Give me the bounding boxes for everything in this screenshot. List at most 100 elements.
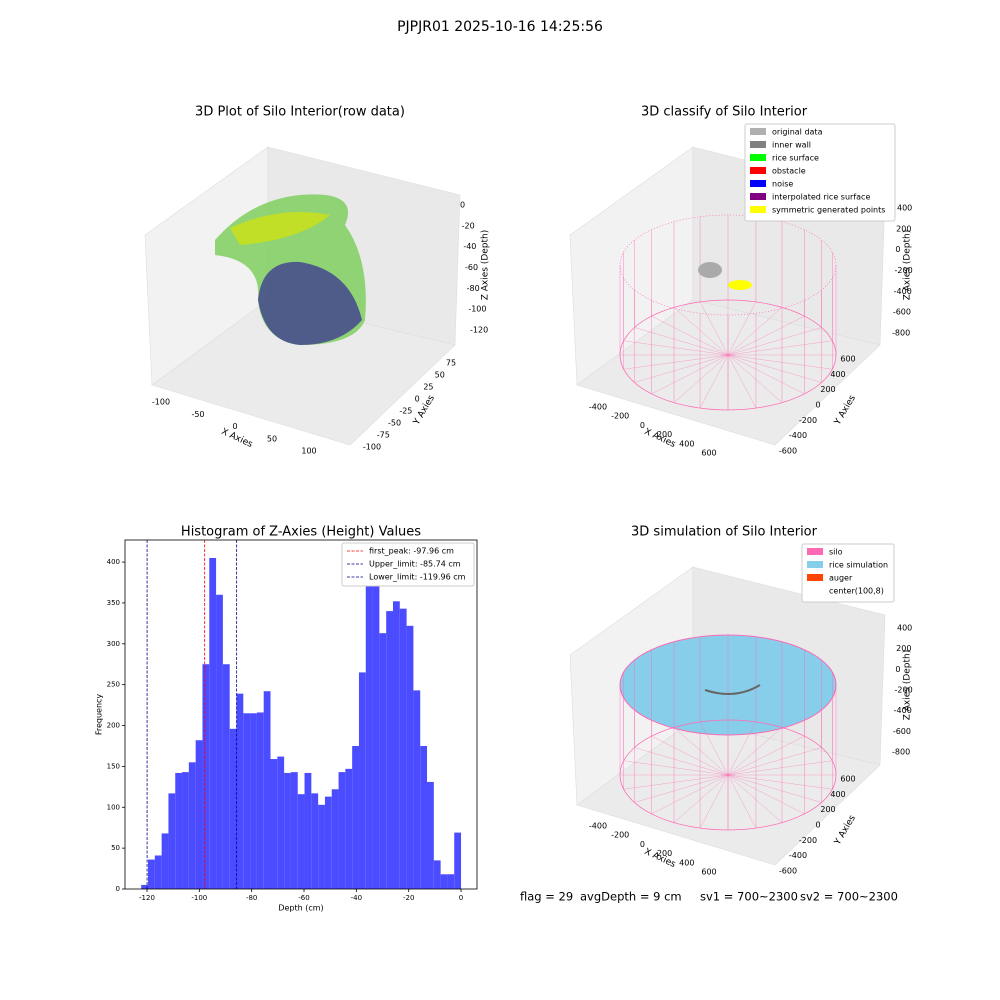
legend-box xyxy=(801,543,895,603)
x-tick-label: -20 xyxy=(403,894,414,902)
silo-wire xyxy=(634,747,729,776)
z-tick-label: 0 xyxy=(895,665,900,674)
auger xyxy=(704,684,761,695)
silo-wire xyxy=(651,354,729,395)
z-axis-label: Z Axies (Depth) xyxy=(903,230,913,301)
legend-box xyxy=(744,123,896,222)
y-tick-label: -75 xyxy=(377,431,390,440)
point-cloud xyxy=(230,211,330,245)
z-tick-label: -800 xyxy=(892,748,910,757)
z-tick-label: -400 xyxy=(894,706,912,715)
bar xyxy=(358,672,366,889)
legend-label: rice surface xyxy=(772,154,819,163)
bar xyxy=(454,832,462,889)
bar xyxy=(277,756,285,889)
bar xyxy=(182,772,189,889)
y-tick-label: 0 xyxy=(116,885,120,893)
legend-swatch xyxy=(750,128,766,135)
bar xyxy=(243,713,251,889)
bar xyxy=(216,594,223,889)
bar xyxy=(365,582,373,889)
y-tick-label: 350 xyxy=(107,599,120,607)
z-tick-label: -200 xyxy=(895,686,913,695)
bar xyxy=(433,860,441,889)
status: sv1 = 700~2300 xyxy=(700,890,798,904)
y-tick-label: -200 xyxy=(799,836,817,845)
subplot-title: Histogram of Z-Axies (Height) Values xyxy=(181,525,421,540)
x-tick-label: -100 xyxy=(191,894,207,902)
y-tick-label: 200 xyxy=(820,805,835,814)
x-tick-label: -60 xyxy=(298,894,309,902)
legend-swatch xyxy=(807,574,823,581)
y-tick-label: -100 xyxy=(363,443,381,452)
bar xyxy=(236,693,244,889)
bar xyxy=(406,625,414,889)
silo-wire xyxy=(673,774,729,823)
z-tick-label: -800 xyxy=(892,329,910,338)
x-axis-label: Depth (cm) xyxy=(278,904,323,913)
legend-label: center(100,8) xyxy=(829,587,884,596)
silo-wire xyxy=(727,747,822,776)
legend-box xyxy=(341,542,475,587)
y-tick-label: 250 xyxy=(107,681,120,689)
legend-label: inner wall xyxy=(772,141,811,150)
z-tick-label: -40 xyxy=(463,242,476,251)
legend-label: obstacle xyxy=(772,167,806,176)
bar xyxy=(141,884,149,889)
legend-label: Upper_limit: -85.74 cm xyxy=(369,560,461,569)
pane xyxy=(151,299,456,446)
silo-wire xyxy=(727,354,822,383)
bar xyxy=(154,855,162,889)
x-tick-label: -100 xyxy=(152,398,170,407)
legend-label: first_peak: -97.96 cm xyxy=(369,547,454,556)
silo-wire xyxy=(727,774,805,815)
silo-wire xyxy=(727,774,822,803)
legend-label: auger xyxy=(829,574,853,583)
x-tick-label: 200 xyxy=(657,849,672,858)
silo-wire xyxy=(727,354,833,370)
bar xyxy=(372,559,380,889)
x-tick-label: 100 xyxy=(301,447,316,456)
z-tick-label: 400 xyxy=(897,624,912,633)
silo-wire xyxy=(727,760,833,776)
legend-label: silo xyxy=(829,548,843,557)
subplot-title: 3D simulation of Silo Interior xyxy=(631,525,818,540)
silo-wire xyxy=(623,354,729,370)
silo-wire xyxy=(699,721,729,776)
silo-wire xyxy=(727,301,757,356)
bar xyxy=(195,740,203,889)
bar xyxy=(290,772,298,889)
y-tick-label: 600 xyxy=(840,775,855,784)
y-tick-label: 400 xyxy=(830,790,845,799)
status: avgDepth = 9 cm xyxy=(580,890,682,904)
silo-wire xyxy=(727,354,805,395)
x-tick-label: -40 xyxy=(351,894,362,902)
silo-wire xyxy=(727,774,757,829)
silo-wire xyxy=(634,354,729,383)
silo-wire xyxy=(673,727,729,776)
bar xyxy=(399,608,407,889)
status: sv2 = 700~2300 xyxy=(800,890,898,904)
bar xyxy=(440,874,448,889)
bar xyxy=(331,789,339,889)
bar xyxy=(392,601,400,889)
bar xyxy=(311,793,319,889)
silo-wire xyxy=(727,354,757,409)
silo-wire xyxy=(727,315,805,356)
silo-wire xyxy=(651,735,729,776)
bar xyxy=(427,781,434,889)
x-tick-label: 400 xyxy=(679,439,694,448)
bar xyxy=(324,796,332,889)
x-tick-label: 0 xyxy=(232,422,237,431)
y-tick-label: 400 xyxy=(107,558,120,566)
bar xyxy=(175,772,183,889)
axes-frame xyxy=(124,539,478,890)
z-tick-label: 200 xyxy=(896,224,911,233)
silo-wire xyxy=(634,774,729,803)
legend-swatch xyxy=(750,193,766,200)
bar xyxy=(222,664,230,889)
y-tick-label: -400 xyxy=(789,851,807,860)
y-tick-label: 75 xyxy=(446,359,456,368)
x-tick-label: -400 xyxy=(589,403,607,412)
